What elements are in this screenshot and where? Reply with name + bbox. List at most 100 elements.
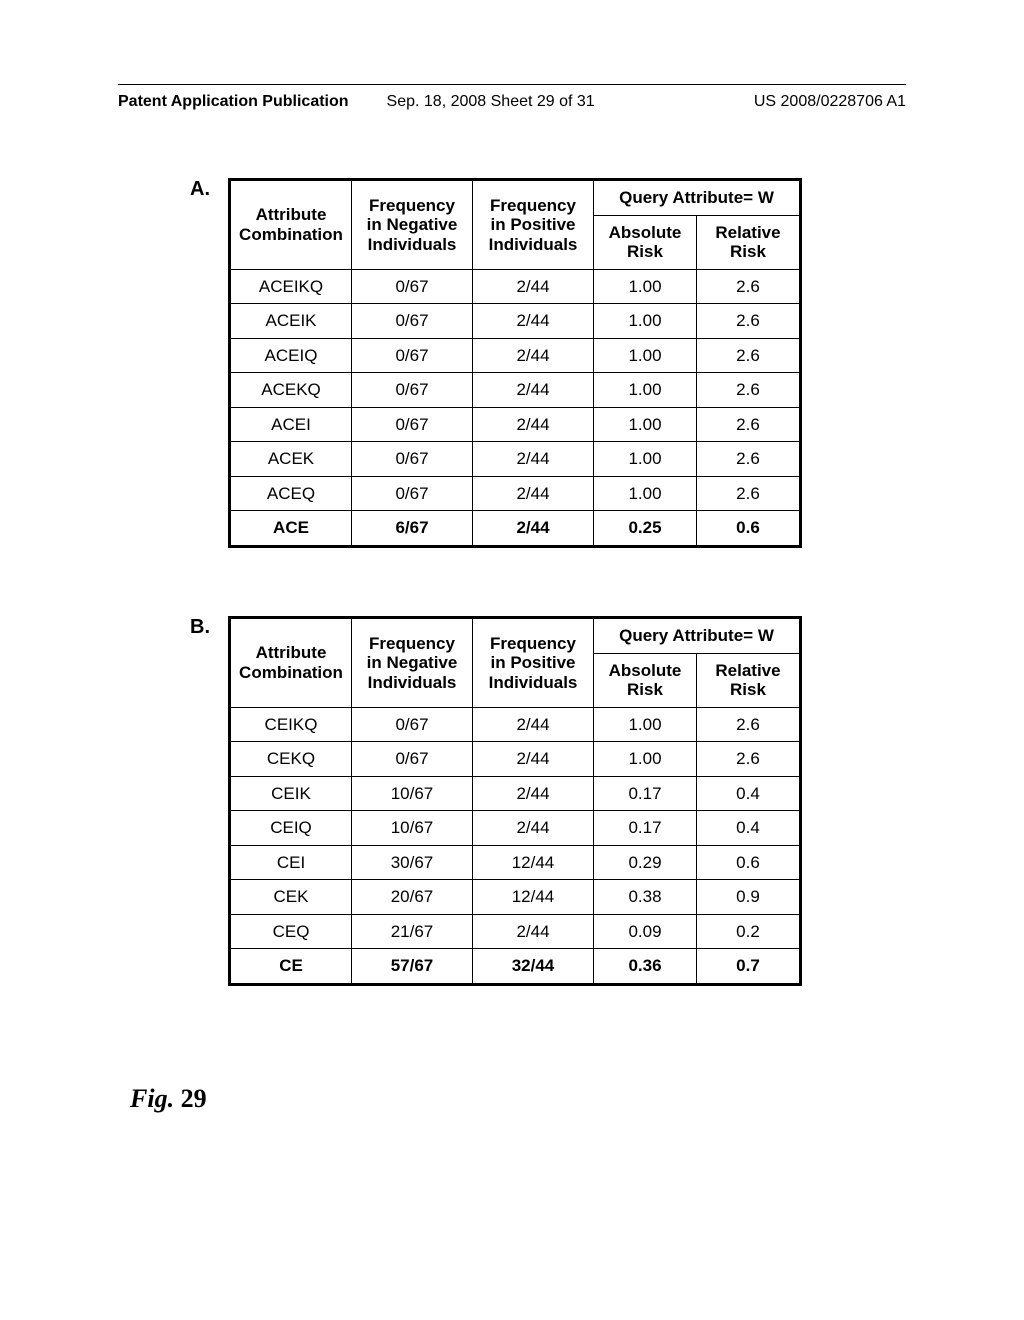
table-cell: 30/67 [352, 845, 473, 880]
table-cell: 2/44 [473, 476, 594, 511]
col-freq-negative: Frequencyin NegativeIndividuals [352, 618, 473, 708]
table-cell: 0/67 [352, 442, 473, 477]
col-rel-risk: RelativeRisk [697, 653, 801, 707]
table-cell: 0/67 [352, 373, 473, 408]
table-cell: 2.6 [697, 407, 801, 442]
col-rel-risk: RelativeRisk [697, 215, 801, 269]
table-cell: 0.4 [697, 776, 801, 811]
table-cell: 2.6 [697, 269, 801, 304]
col-attribute-combination: AttributeCombination [230, 618, 352, 708]
table-cell: 2/44 [473, 776, 594, 811]
table-cell: CEIQ [230, 811, 352, 846]
table-cell: CEK [230, 880, 352, 915]
table-cell: 0.17 [594, 776, 697, 811]
table-row: ACEKQ0/672/441.002.6 [230, 373, 801, 408]
table-cell: 2/44 [473, 707, 594, 742]
table-cell: CEKQ [230, 742, 352, 777]
table-cell: 12/44 [473, 880, 594, 915]
table-cell: 1.00 [594, 407, 697, 442]
table-cell: CEQ [230, 914, 352, 949]
table-cell: 0/67 [352, 476, 473, 511]
table-cell: 2/44 [473, 373, 594, 408]
table-cell: 6/67 [352, 511, 473, 547]
table-cell: ACEIQ [230, 338, 352, 373]
figure-caption: Fig. 29 [130, 1084, 207, 1114]
table-cell: 2/44 [473, 914, 594, 949]
table-row: ACEIK0/672/441.002.6 [230, 304, 801, 339]
col-query-attribute: Query Attribute= W [594, 180, 801, 216]
table-cell: 0/67 [352, 269, 473, 304]
table-cell: 1.00 [594, 373, 697, 408]
table-cell: 57/67 [352, 949, 473, 985]
table-cell: 0.29 [594, 845, 697, 880]
table-cell: 2/44 [473, 304, 594, 339]
table-row: CEIQ10/672/440.170.4 [230, 811, 801, 846]
table-cell: 32/44 [473, 949, 594, 985]
table-cell: 1.00 [594, 269, 697, 304]
table-row: CEKQ0/672/441.002.6 [230, 742, 801, 777]
table-cell: ACEQ [230, 476, 352, 511]
table-cell: 0.7 [697, 949, 801, 985]
table-cell: 1.00 [594, 742, 697, 777]
table-cell: 1.00 [594, 304, 697, 339]
table-row: ACEIQ0/672/441.002.6 [230, 338, 801, 373]
col-freq-positive: Frequencyin PositiveIndividuals [473, 180, 594, 270]
table-cell: 0.9 [697, 880, 801, 915]
table-row: ACEK0/672/441.002.6 [230, 442, 801, 477]
table-cell: 2.6 [697, 338, 801, 373]
table-cell: 2.6 [697, 707, 801, 742]
table-cell: 0/67 [352, 742, 473, 777]
col-query-attribute: Query Attribute= W [594, 618, 801, 654]
table-row: CEIKQ0/672/441.002.6 [230, 707, 801, 742]
table-cell: 0.25 [594, 511, 697, 547]
table-cell: 20/67 [352, 880, 473, 915]
panel-a-label: A. [190, 178, 210, 201]
table-a: AttributeCombination Frequencyin Negativ… [228, 178, 802, 548]
table-cell: 0/67 [352, 338, 473, 373]
table-cell: ACEKQ [230, 373, 352, 408]
table-cell: 2.6 [697, 476, 801, 511]
table-cell: 2.6 [697, 442, 801, 477]
col-attribute-combination: AttributeCombination [230, 180, 352, 270]
table-cell: 0.17 [594, 811, 697, 846]
figure-label: Fig. [130, 1084, 174, 1113]
table-cell: 2.6 [697, 373, 801, 408]
table-cell: CEIKQ [230, 707, 352, 742]
table-b: AttributeCombination Frequencyin Negativ… [228, 616, 802, 986]
table-cell: 2.6 [697, 304, 801, 339]
panel-b-label: B. [190, 616, 210, 639]
table-cell: ACE [230, 511, 352, 547]
table-row: CEIK10/672/440.170.4 [230, 776, 801, 811]
table-cell: 1.00 [594, 476, 697, 511]
publication-type: Patent Application Publication [118, 93, 349, 111]
table-cell: 0/67 [352, 707, 473, 742]
table-cell: 0.6 [697, 845, 801, 880]
table-row: CEI30/6712/440.290.6 [230, 845, 801, 880]
document-header: Patent Application Publication Sep. 18, … [118, 84, 906, 111]
table-cell: CEIK [230, 776, 352, 811]
col-freq-negative: Frequencyin NegativeIndividuals [352, 180, 473, 270]
table-cell: CE [230, 949, 352, 985]
table-cell: 1.00 [594, 707, 697, 742]
date-sheet: Sep. 18, 2008 Sheet 29 of 31 [387, 93, 595, 111]
col-freq-positive: Frequencyin PositiveIndividuals [473, 618, 594, 708]
table-row: ACEIKQ0/672/441.002.6 [230, 269, 801, 304]
table-cell: CEI [230, 845, 352, 880]
table-cell: 2/44 [473, 742, 594, 777]
table-row: CEK20/6712/440.380.9 [230, 880, 801, 915]
figure-number: 29 [181, 1084, 207, 1113]
table-cell: 0/67 [352, 304, 473, 339]
table-cell: 1.00 [594, 338, 697, 373]
table-cell: 12/44 [473, 845, 594, 880]
table-cell: 21/67 [352, 914, 473, 949]
table-cell: 0.6 [697, 511, 801, 547]
table-cell: 0.4 [697, 811, 801, 846]
table-cell: 0.09 [594, 914, 697, 949]
table-cell: 2/44 [473, 511, 594, 547]
table-cell: 0.2 [697, 914, 801, 949]
table-cell: 0.36 [594, 949, 697, 985]
table-cell: 2/44 [473, 407, 594, 442]
table-cell: 0/67 [352, 407, 473, 442]
table-cell: 10/67 [352, 776, 473, 811]
table-cell: ACEIK [230, 304, 352, 339]
